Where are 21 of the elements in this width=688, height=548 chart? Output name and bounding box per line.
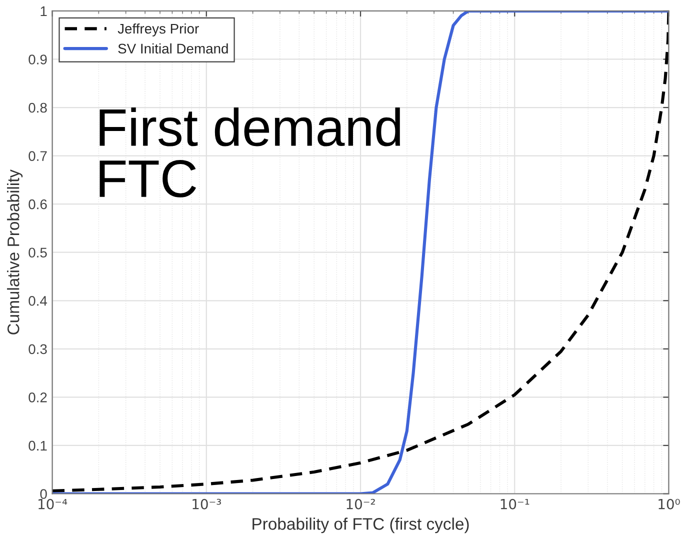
x-tick-label: 10⁰	[658, 498, 680, 510]
x-tick-label: 10⁻²	[346, 498, 375, 510]
y-tick-label: 0.7	[28, 151, 47, 161]
y-tick-label: 0	[40, 489, 47, 499]
x-tick-label: 10⁻⁴	[38, 498, 68, 510]
y-tick-label: 0.5	[28, 248, 47, 258]
y-tick-label: 0.1	[28, 440, 47, 451]
legend-label: SV Initial Demand	[118, 43, 228, 54]
y-tick-label: 1	[40, 6, 47, 16]
y-axis-title: Cumulative Probability	[7, 169, 23, 334]
x-tick-label: 10⁻¹	[500, 498, 530, 510]
y-tick-label: 0.8	[28, 102, 47, 113]
annotation: First demand FTC	[100, 108, 400, 198]
legend-label: Jeffreys Prior	[118, 23, 199, 36]
y-tick-label: 0.6	[28, 199, 47, 210]
y-tick-label: 0.4	[28, 296, 48, 306]
y-tick-label: 0.3	[28, 344, 47, 354]
y-tick-label: 0.2	[28, 392, 47, 402]
y-tick-label: 0.9	[28, 54, 47, 64]
x-axis-title: Probability of FTC (first cycle)	[252, 518, 469, 534]
x-tick-label: 10⁻³	[192, 498, 221, 510]
